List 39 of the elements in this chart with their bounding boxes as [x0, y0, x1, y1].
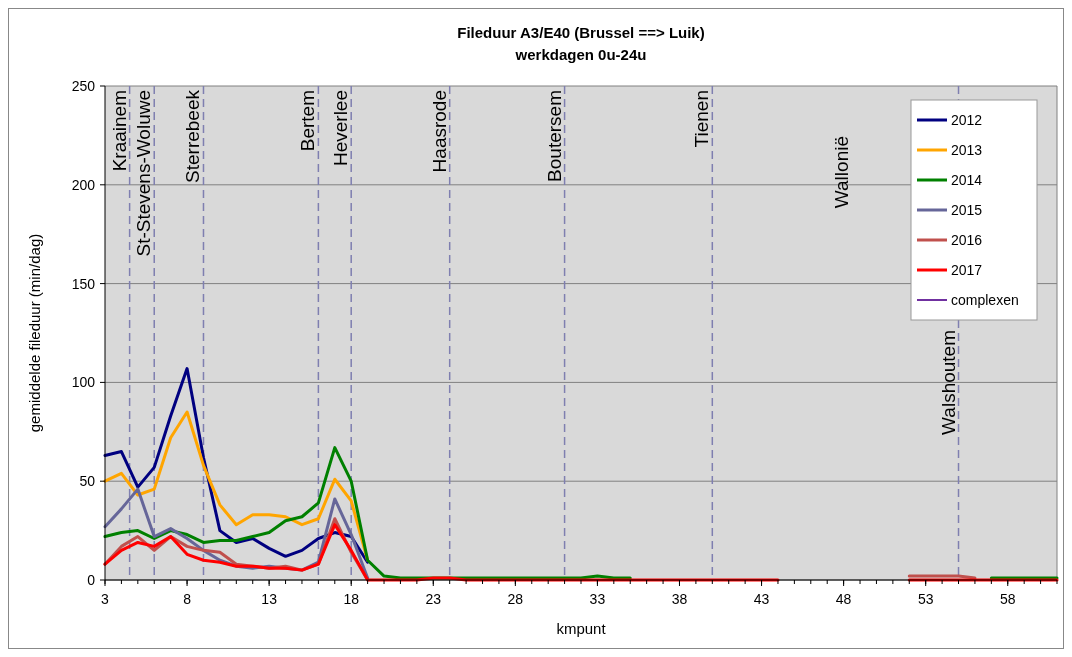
ref-line-label: Haasrode: [428, 90, 450, 173]
y-axis-title: gemiddelde fileduur (min/dag): [26, 233, 43, 433]
x-tick-label: 23: [425, 591, 442, 607]
legend-label: 2015: [951, 202, 983, 218]
annotation: Wallonië: [830, 136, 852, 209]
x-tick-label: 33: [589, 591, 606, 607]
x-tick-label: 8: [183, 591, 192, 607]
ref-line-label: Bertem: [297, 90, 319, 152]
y-tick-label: 250: [71, 78, 96, 94]
ref-line-label: Boutersem: [543, 90, 565, 182]
y-tick-label: 100: [71, 374, 96, 391]
y-tick-label: 150: [71, 275, 96, 292]
ref-line-label: Tienen: [691, 90, 713, 148]
legend-label: 2017: [951, 262, 983, 278]
x-tick-label: 3: [101, 591, 110, 607]
x-tick-label: 48: [835, 591, 852, 607]
x-tick-label: 53: [917, 591, 934, 607]
x-axis-title: kmpunt: [556, 620, 607, 637]
x-tick-label: 58: [999, 591, 1016, 607]
legend-label: 2016: [951, 232, 983, 248]
legend-label: complexen: [951, 292, 1019, 308]
y-tick-label: 0: [87, 572, 96, 588]
x-tick-label: 18: [343, 591, 360, 607]
y-tick-label: 200: [71, 176, 96, 193]
legend-label: 2012: [951, 112, 983, 128]
ref-line-label: Walshoutem: [937, 330, 959, 435]
chart-subtitle: werkdagen 0u-24u: [514, 46, 647, 63]
x-tick-label: 13: [261, 591, 278, 607]
chart-title: Fileduur A3/E40 (Brussel ==> Luik): [457, 24, 705, 41]
ref-line-label: St-Stevens-Woluwe: [133, 90, 155, 257]
y-tick-label: 50: [79, 473, 96, 490]
legend-label: 2014: [951, 172, 983, 188]
x-tick-label: 43: [753, 591, 770, 607]
x-tick-label: 28: [507, 591, 524, 607]
ref-line-label: Sterrebeek: [182, 89, 204, 183]
x-tick-label: 38: [671, 591, 688, 607]
ref-line-label: Heverlee: [330, 90, 352, 167]
ref-line-label: Kraainem: [108, 90, 130, 172]
legend-label: 2013: [951, 142, 983, 158]
